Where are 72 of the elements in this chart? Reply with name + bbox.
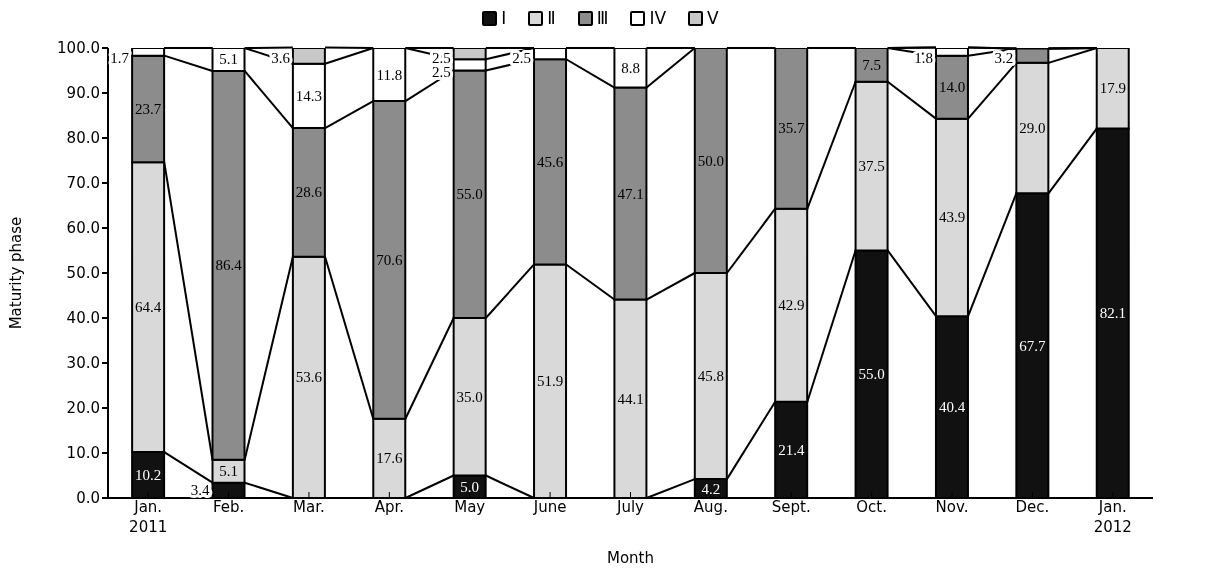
x-tick-label: Feb. (212, 498, 245, 516)
data-label: 47.1 (617, 185, 644, 202)
data-label: 55.0 (858, 366, 885, 383)
data-label: 1.7 (110, 50, 130, 66)
legend-label: Ⅲ (596, 8, 609, 28)
data-label: 35.7 (778, 120, 805, 137)
x-tick-label: Dec. (1015, 498, 1050, 516)
data-label: 28.6 (295, 184, 323, 201)
x-tick-label: Sept. (771, 498, 811, 516)
data-label: 2.5 (431, 64, 451, 80)
data-label: 29.0 (1019, 120, 1046, 137)
data-label: 82.1 (1099, 305, 1126, 322)
data-label: 86.4 (215, 257, 243, 274)
x-tick-label: Oct. (856, 498, 888, 516)
y-tick-label: 30.0 (66, 354, 100, 373)
data-label: 70.6 (376, 251, 403, 268)
data-label: 17.6 (376, 450, 403, 467)
x-tick-label: May (454, 498, 486, 516)
data-label: 5.0 (460, 478, 480, 495)
y-tick-label: 40.0 (66, 309, 100, 328)
y-tick-label: 70.0 (66, 174, 100, 193)
data-label: 8.8 (621, 59, 640, 76)
data-label: 1.8 (914, 50, 933, 66)
data-label: 5.1 (219, 51, 238, 68)
data-label: 53.6 (295, 369, 323, 386)
y-tick-label: 10.0 (66, 444, 100, 463)
data-label: 14.3 (295, 87, 323, 104)
x-tick-label: Aug. (693, 498, 728, 516)
y-tick-label: 90.0 (66, 84, 100, 103)
y-tick-label: 100.0 (57, 39, 100, 58)
y-tick-label: 0.0 (76, 489, 100, 508)
legend-label: IV (649, 8, 667, 28)
data-label: 37.5 (858, 158, 885, 175)
x-tick-label: Mar. (293, 498, 325, 516)
legend-label: V (707, 8, 719, 28)
data-label: 55.0 (456, 186, 483, 203)
data-label: 45.6 (536, 153, 564, 170)
data-label: 44.1 (617, 390, 644, 407)
data-label: 42.9 (778, 297, 805, 314)
data-label: 64.4 (135, 299, 162, 316)
data-label: 3.2 (994, 50, 1014, 66)
x-tick-label: June (532, 498, 567, 516)
data-label: 21.4 (778, 441, 805, 458)
data-label: 67.7 (1019, 337, 1047, 354)
legend-label: Ⅱ (547, 8, 556, 28)
x-tick-label: Jan. 2012 (1093, 498, 1132, 536)
data-label: 45.8 (697, 368, 725, 385)
data-label: 11.8 (376, 66, 403, 83)
data-label: 43.9 (938, 209, 966, 226)
data-label: 10.2 (135, 467, 162, 484)
y-tick-label: 20.0 (66, 399, 100, 418)
data-label: 7.5 (862, 56, 882, 73)
data-label: 35.0 (456, 388, 483, 405)
data-label: 51.9 (536, 373, 564, 390)
data-label: 14.0 (938, 79, 966, 96)
x-tick-label: Nov. (935, 498, 969, 516)
data-label: 3.4 (190, 482, 210, 499)
y-tick-label: 60.0 (66, 219, 100, 238)
x-axis-title: Month (606, 549, 655, 567)
x-tick-label: Apr. (374, 498, 405, 516)
x-tick-label: July (616, 498, 645, 516)
data-label: 40.4 (938, 399, 966, 416)
legend-label: Ⅰ (501, 8, 507, 28)
data-label: 50.0 (697, 152, 725, 169)
data-label: 5.1 (219, 463, 238, 480)
data-label: 17.9 (1099, 80, 1126, 97)
data-label: 23.7 (135, 100, 162, 117)
data-label: 4.2 (701, 480, 721, 497)
x-tick-label: Jan. 2011 (129, 498, 168, 536)
y-tick-label: 50.0 (66, 264, 100, 283)
y-axis-title: Maturity phase (7, 216, 26, 330)
y-tick-label: 80.0 (66, 129, 100, 148)
